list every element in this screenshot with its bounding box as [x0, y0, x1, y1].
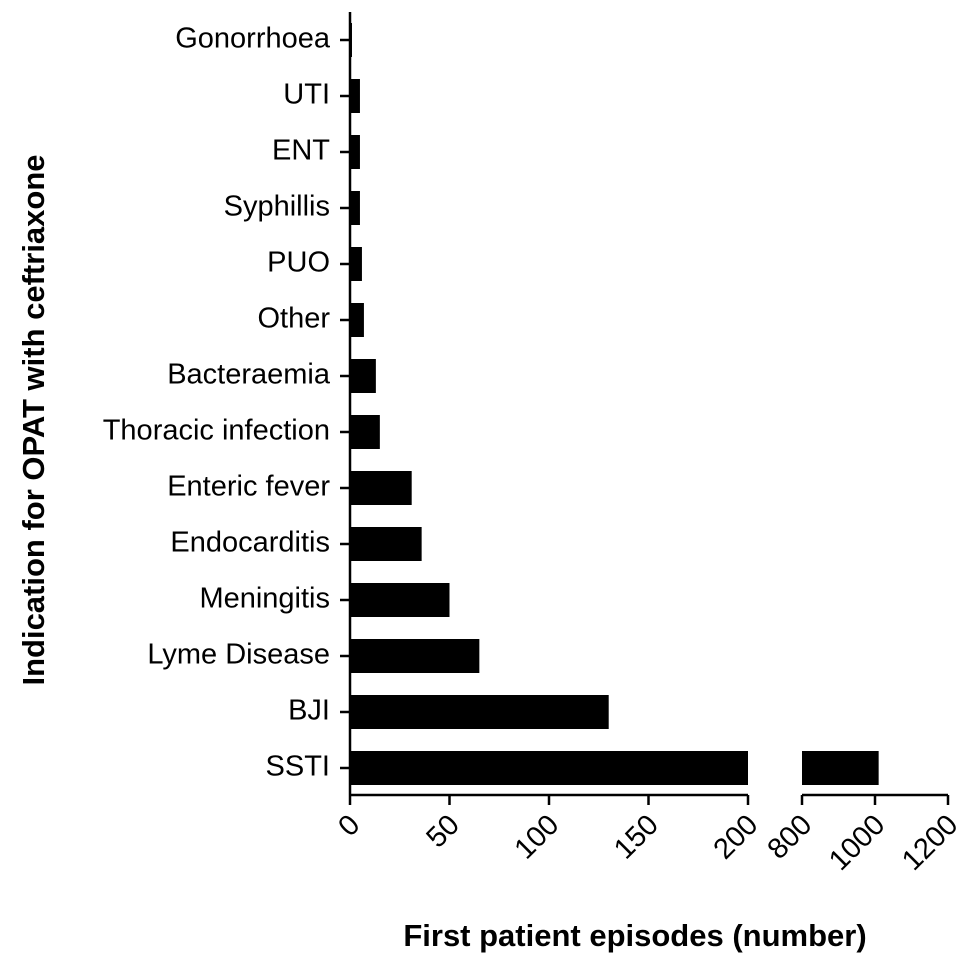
- y-axis-title: Indication for OPAT with ceftriaxone: [16, 154, 51, 685]
- bar: [350, 527, 422, 561]
- bar: [350, 471, 412, 505]
- y-tick-label: Enteric fever: [167, 471, 330, 503]
- x-tick-label: 200: [708, 809, 765, 866]
- bar: [350, 639, 480, 673]
- y-tick-label: Endocarditis: [170, 527, 330, 559]
- y-tick-label: Lyme Disease: [147, 639, 330, 671]
- x-tick-label: 50: [420, 809, 465, 854]
- bar: [350, 415, 380, 449]
- y-tick-label: Syphillis: [224, 191, 330, 223]
- bar: [350, 247, 362, 281]
- x-axis-title: First patient episodes (number): [403, 918, 866, 953]
- y-tick-label: Bacteraemia: [167, 359, 331, 391]
- x-tick-label: 150: [608, 809, 665, 866]
- bar: [350, 695, 609, 729]
- bar: [350, 359, 376, 393]
- y-tick-label: Other: [257, 303, 330, 335]
- y-tick-label: Gonorrhoea: [175, 23, 331, 55]
- bar: [350, 23, 352, 57]
- y-tick-label: PUO: [267, 247, 330, 279]
- x-tick-label: 1200: [896, 809, 957, 877]
- bar: [350, 303, 364, 337]
- x-tick-label: 800: [762, 809, 819, 866]
- x-tick-label: 100: [509, 809, 566, 866]
- bar: [350, 583, 450, 617]
- x-tick-label: 1000: [823, 809, 891, 877]
- bar: [350, 135, 360, 169]
- y-tick-label: ENT: [272, 135, 330, 167]
- y-tick-label: Meningitis: [199, 583, 330, 615]
- y-tick-label: BJI: [288, 695, 330, 727]
- y-tick-label: SSTI: [266, 751, 330, 783]
- bar: [350, 79, 360, 113]
- y-tick-label: Thoracic infection: [103, 415, 330, 447]
- bar: [802, 751, 879, 785]
- bar: [350, 751, 748, 785]
- y-tick-label: UTI: [283, 79, 330, 111]
- bar: [350, 191, 360, 225]
- x-tick-label: 0: [332, 809, 366, 843]
